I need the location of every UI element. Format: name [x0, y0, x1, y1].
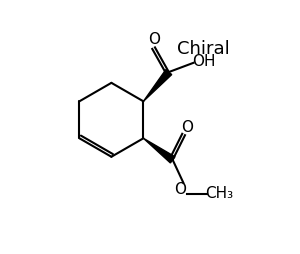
Text: O: O: [148, 32, 160, 47]
Polygon shape: [143, 138, 175, 163]
Text: Chiral: Chiral: [177, 40, 230, 58]
Polygon shape: [143, 70, 172, 101]
Text: O: O: [181, 120, 193, 135]
Text: O: O: [174, 182, 186, 197]
Text: CH₃: CH₃: [205, 186, 233, 201]
Text: OH: OH: [193, 54, 216, 69]
